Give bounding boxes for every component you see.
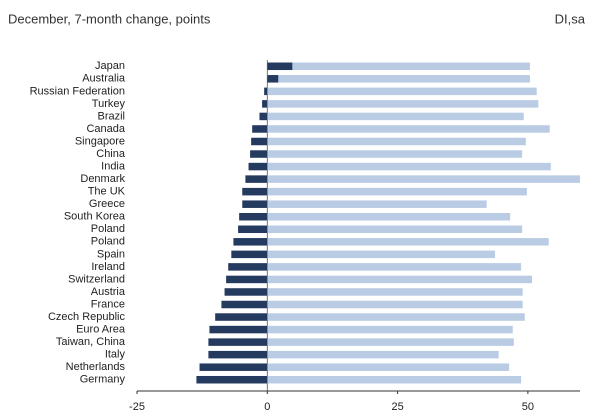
bar [267,350,499,359]
bar [267,162,551,171]
bar [239,212,268,221]
bar [233,238,268,246]
y-tick-label: Germany [80,374,126,386]
bar [267,87,537,96]
y-tick-label: Russian Federation [30,85,125,97]
bar [267,275,533,284]
bar [221,300,268,309]
bar [196,375,268,384]
y-tick-label: Australia [82,73,126,85]
bar [231,250,268,259]
series-header: DI,sa [555,11,586,26]
bar [250,150,268,158]
bar [267,62,293,71]
bar [267,75,530,83]
bar [226,275,268,284]
y-tick-label: Czech Republic [48,311,126,323]
bar [267,325,513,334]
bar [267,125,550,133]
bar [262,100,268,108]
y-tick-label: Italy [105,349,126,361]
y-tick-label: Greece [89,198,125,210]
y-tick-label: France [91,298,125,310]
bar [267,187,527,196]
y-tick-label: Singapore [75,135,125,147]
bar [199,363,268,371]
y-tick-label: Turkey [92,98,126,110]
bar [248,162,268,171]
bar [267,137,526,146]
y-tick-label: South Korea [64,211,126,223]
y-tick-label: Poland [91,223,125,235]
y-tick-label: Austria [91,286,126,298]
bar [267,225,523,234]
y-tick-label: Netherlands [66,361,126,373]
y-tick-label: Brazil [97,110,125,122]
bar [267,112,524,121]
bar [267,175,580,183]
bar [267,313,525,321]
x-tick-label: -25 [129,401,145,413]
bar [267,338,514,346]
bar [267,250,496,259]
bar [238,225,268,234]
bar [264,87,268,96]
x-tick-label: 25 [391,401,403,413]
y-tick-label: Switzerland [68,273,125,285]
bar [267,100,539,108]
bar [245,175,268,183]
y-tick-label: Poland [91,236,125,248]
y-tick-label: India [101,160,126,172]
y-tick-label: Euro Area [76,323,126,335]
x-tick-label: 0 [264,401,270,413]
bar [267,375,522,384]
bar [267,212,511,221]
bar [215,313,268,321]
bar [251,137,268,146]
bar [209,325,268,334]
bar [252,125,268,133]
y-tick-label: The UK [88,186,126,198]
y-tick-label: China [96,148,126,160]
bar [267,62,530,71]
series-header: December, 7-month change, points [8,11,211,26]
bar [228,263,268,271]
y-tick-label: Taiwan, China [56,336,126,348]
bar [267,150,523,158]
bar [242,200,268,208]
bar [242,187,268,196]
bar [259,112,268,121]
y-tick-label: Ireland [91,261,125,273]
bar [267,288,523,296]
bar [267,238,549,246]
bar [267,300,523,309]
y-tick-label: Spain [97,248,125,260]
y-tick-label: Canada [86,123,125,135]
bar [267,263,522,271]
bar [267,200,487,208]
bar [224,288,268,296]
y-tick-label: Japan [95,60,125,72]
x-tick-label: 50 [522,401,534,413]
bar [208,338,268,346]
y-tick-label: Denmark [80,173,125,185]
bar [208,350,268,359]
bar [267,363,510,371]
bar [267,75,279,83]
